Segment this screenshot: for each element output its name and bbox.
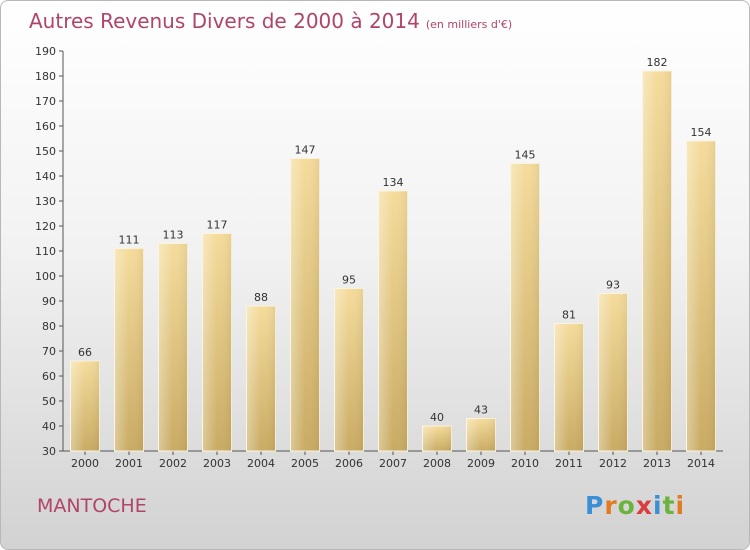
data-label: 113: [163, 229, 184, 242]
y-tick-label: 40: [42, 420, 56, 433]
y-tick-label: 190: [35, 45, 56, 58]
x-tick-label: 2005: [291, 457, 319, 470]
y-tick-label: 60: [42, 370, 56, 383]
y-tick-label: 170: [35, 95, 56, 108]
logo-letter: t: [662, 491, 676, 520]
bar-shade: [466, 418, 496, 451]
bar-shade: [642, 71, 672, 451]
data-label: 81: [562, 309, 576, 322]
bar-shade: [246, 306, 276, 451]
x-tick-label: 2011: [555, 457, 583, 470]
y-tick-label: 80: [42, 320, 56, 333]
data-label: 111: [119, 234, 140, 247]
chart-title-text: Autres Revenus Divers de 2000 à 2014: [29, 9, 420, 33]
x-tick-label: 2004: [247, 457, 275, 470]
bar-shade: [378, 191, 408, 451]
bar-shade: [70, 361, 100, 451]
y-tick-label: 120: [35, 220, 56, 233]
y-tick-label: 160: [35, 120, 56, 133]
data-label: 154: [691, 126, 712, 139]
x-tick-label: 2010: [511, 457, 539, 470]
y-tick-label: 180: [35, 70, 56, 83]
bar-shade: [554, 323, 584, 451]
y-tick-label: 140: [35, 170, 56, 183]
bars: [70, 70, 716, 452]
logo-letter: i: [675, 491, 686, 520]
data-label: 147: [295, 144, 316, 157]
bar-shade: [158, 243, 188, 451]
data-label: 145: [515, 149, 536, 162]
y-tick-label: 30: [42, 445, 56, 458]
proxiti-logo: Proxiti: [585, 491, 685, 520]
x-tick-label: 2008: [423, 457, 451, 470]
logo-letter: i: [653, 491, 663, 520]
bar-shade: [422, 426, 452, 451]
data-label: 40: [430, 411, 444, 424]
data-label: 95: [342, 274, 356, 287]
x-tick-label: 2000: [71, 457, 99, 470]
y-tick-label: 110: [35, 245, 56, 258]
x-tick-label: 2014: [687, 457, 715, 470]
y-tick-label: 90: [42, 295, 56, 308]
chart-title: Autres Revenus Divers de 2000 à 2014 (en …: [29, 9, 512, 33]
data-label: 88: [254, 291, 268, 304]
y-tick-label: 70: [42, 345, 56, 358]
x-tick-label: 2009: [467, 457, 495, 470]
bar-shade: [510, 163, 540, 451]
data-label: 66: [78, 346, 92, 359]
bar-shade: [114, 248, 144, 451]
bar-shade: [686, 141, 716, 451]
axes: 30 40 50 60 70 80 90 100 110 120 130 140 150 160 170 18…: [35, 45, 723, 458]
chart-unit: (en milliers d'€): [425, 18, 513, 31]
city-name: MANTOCHE: [37, 495, 147, 517]
bar-shade: [598, 293, 628, 451]
logo-letter: P: [585, 491, 605, 520]
data-label: 134: [383, 176, 404, 189]
x-tick-label: 2002: [159, 457, 187, 470]
x-tick-label: 2007: [379, 457, 407, 470]
bar-shade: [290, 158, 320, 451]
data-label: 43: [474, 404, 488, 417]
bar-shade: [202, 233, 232, 451]
x-tick-label: 2001: [115, 457, 143, 470]
data-label: 117: [207, 219, 228, 232]
y-tick-label: 130: [35, 195, 56, 208]
logo-letter: r: [604, 491, 618, 520]
y-tick-label: 100: [35, 270, 56, 283]
y-tick-label: 150: [35, 145, 56, 158]
labels: 2000 66 2001 111 2002 113 2003 117 2004 88 2005 147…: [71, 56, 715, 470]
data-label: 93: [606, 279, 620, 292]
y-tick-label: 50: [42, 395, 56, 408]
x-tick-label: 2003: [203, 457, 231, 470]
logo-letter: x: [635, 491, 653, 520]
bar-shade: [334, 288, 364, 451]
logo-letter: o: [617, 491, 636, 520]
x-tick-label: 2013: [643, 457, 671, 470]
x-tick-label: 2006: [335, 457, 363, 470]
data-label: 182: [647, 56, 668, 69]
x-tick-label: 2012: [599, 457, 627, 470]
